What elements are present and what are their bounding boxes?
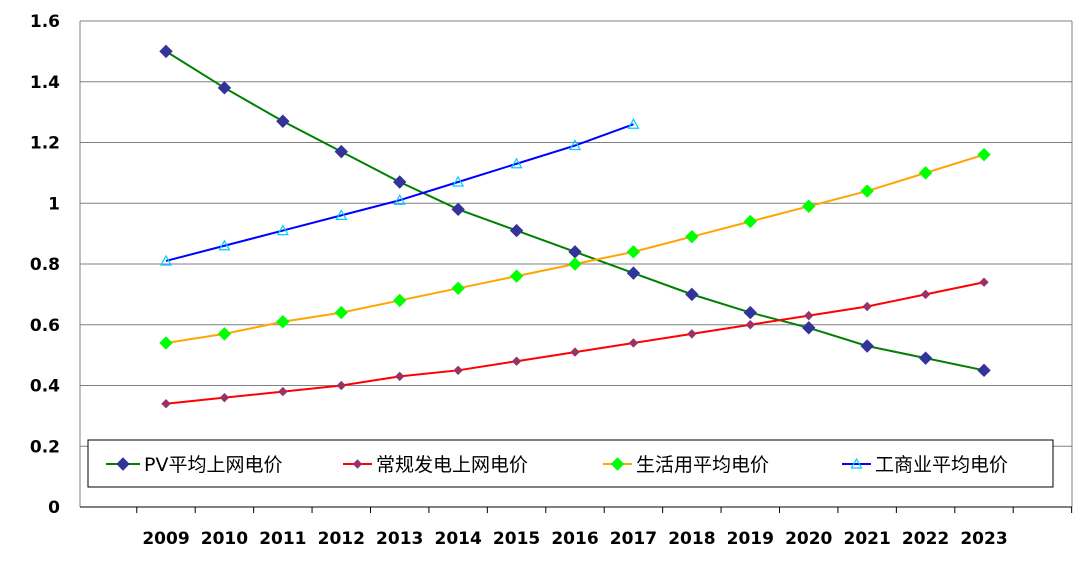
x-tick-label: 2010 — [201, 529, 248, 549]
x-tick-label: 2014 — [434, 529, 481, 549]
data-point-triangle — [568, 139, 582, 151]
legend-label: 常规发电上网电价 — [376, 454, 528, 476]
y-tick-label: 0.8 — [30, 255, 60, 275]
data-point-triangle — [159, 254, 173, 266]
x-tick-label: 2015 — [493, 529, 540, 549]
data-point-diamond — [743, 305, 758, 320]
data-point-diamond — [862, 301, 872, 312]
data-point-triangle — [627, 118, 640, 129]
data-point-triangle — [276, 224, 289, 236]
data-point-diamond — [802, 321, 816, 335]
data-point-diamond — [977, 147, 991, 162]
y-tick-label: 1.2 — [30, 134, 60, 154]
data-point-diamond — [685, 229, 699, 244]
y-tick-label: 0.6 — [30, 316, 60, 336]
data-point-diamond — [159, 336, 173, 350]
data-point-diamond — [743, 214, 758, 229]
y-tick-label: 1 — [48, 194, 60, 214]
data-point-diamond — [860, 339, 874, 353]
data-point-diamond — [920, 289, 931, 300]
x-tick-label: 2019 — [727, 529, 774, 549]
series-line — [165, 123, 634, 262]
x-tick-label: 2013 — [376, 529, 423, 549]
y-tick-label: 1.4 — [30, 73, 60, 93]
data-point-diamond — [568, 245, 582, 259]
data-point-triangle — [335, 209, 348, 220]
data-point-diamond — [570, 347, 580, 357]
data-point-diamond — [745, 320, 756, 330]
data-point-diamond — [278, 386, 288, 397]
data-point-diamond — [509, 269, 524, 283]
data-point-diamond — [217, 327, 232, 341]
data-point-diamond — [685, 287, 699, 302]
data-point-triangle — [850, 457, 863, 469]
series-0 — [159, 44, 991, 378]
data-point-diamond — [393, 175, 407, 189]
x-tick-label: 2016 — [551, 529, 598, 549]
data-point-diamond — [509, 223, 524, 238]
data-point-diamond — [395, 371, 405, 382]
series-2 — [159, 147, 991, 350]
series-1 — [161, 277, 989, 409]
data-point-diamond — [568, 257, 582, 271]
data-point-diamond — [276, 315, 290, 329]
data-point-diamond — [276, 114, 290, 128]
data-point-triangle — [393, 193, 406, 205]
x-tick-label: 2023 — [960, 529, 1007, 549]
legend-label: PV平均上网电价 — [144, 454, 282, 476]
y-tick-label: 0 — [48, 498, 60, 518]
data-point-diamond — [918, 166, 933, 180]
data-point-diamond — [116, 457, 130, 471]
gridlines — [80, 20, 1072, 447]
data-point-diamond — [161, 399, 171, 409]
series-3 — [159, 118, 640, 266]
data-point-diamond — [334, 305, 348, 320]
data-point-diamond — [802, 199, 816, 213]
data-point-triangle — [218, 239, 231, 251]
series-layer — [159, 44, 991, 409]
data-point-diamond — [219, 392, 230, 403]
data-point-diamond — [626, 245, 641, 259]
x-tick-label: 2021 — [843, 529, 890, 549]
data-point-diamond — [979, 277, 989, 287]
data-point-diamond — [217, 81, 232, 95]
data-point-diamond — [451, 281, 465, 296]
x-tick-label: 2018 — [668, 529, 715, 549]
y-tick-label: 1.6 — [30, 12, 60, 32]
x-tick-label: 2022 — [902, 529, 949, 549]
x-tick-label: 2017 — [610, 529, 657, 549]
x-tick-label: 2012 — [318, 529, 365, 549]
data-point-diamond — [977, 363, 991, 378]
data-point-diamond — [860, 184, 874, 198]
x-tick-label: 2011 — [259, 529, 306, 549]
y-tick-label: 0.4 — [30, 377, 60, 397]
data-point-diamond — [918, 351, 933, 365]
data-point-diamond — [453, 365, 463, 376]
data-point-diamond — [626, 266, 641, 280]
data-point-diamond — [393, 293, 407, 308]
data-point-diamond — [511, 356, 522, 366]
data-point-diamond — [334, 144, 348, 159]
x-tick-label: 2009 — [142, 529, 189, 549]
legend-box — [87, 439, 1054, 488]
data-point-triangle — [452, 175, 465, 187]
data-point-diamond — [628, 338, 639, 348]
data-point-diamond — [687, 329, 697, 339]
data-point-diamond — [352, 459, 363, 469]
data-point-diamond — [610, 457, 625, 471]
data-point-diamond — [336, 380, 346, 391]
data-point-diamond — [159, 44, 173, 59]
y-tick-label: 0.2 — [30, 437, 60, 457]
axes: 0 0.2 0.4 0.6 0.8 1 1.2 1.4 1.6 2009 2010 2011 2012 2… — [30, 12, 1073, 549]
x-tick-label: 2020 — [785, 529, 832, 549]
data-point-triangle — [510, 157, 523, 169]
data-point-diamond — [451, 202, 465, 217]
data-point-diamond — [804, 310, 814, 321]
legend-label: 生活用平均电价 — [636, 454, 769, 476]
legend: PV平均上网电价 常规发电上网电价 生活用平均电价 工商业平均电价 — [87, 439, 1054, 488]
legend-label: 工商业平均电价 — [875, 454, 1008, 476]
